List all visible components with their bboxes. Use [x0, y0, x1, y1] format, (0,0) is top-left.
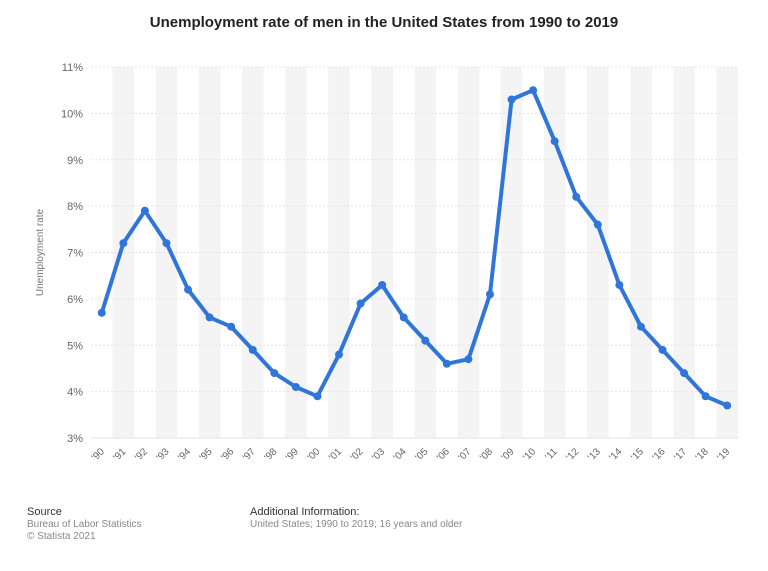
- data-point: [485, 290, 494, 299]
- data-point: [507, 95, 516, 104]
- column-band: [371, 67, 393, 438]
- y-tick-label: 3%: [67, 433, 83, 445]
- x-tick-label: '15: [629, 446, 646, 463]
- y-tick-label: 11%: [62, 62, 83, 74]
- copyright-text[interactable]: © Statista 2021: [27, 531, 96, 542]
- additional-info-text: United States; 1990 to 2019; 16 years an…: [250, 519, 463, 530]
- chart-title: Unemployment rate of men in the United S…: [149, 14, 619, 31]
- data-point: [550, 137, 559, 146]
- column-band: [155, 67, 178, 438]
- additional-info-heading: Additional Information:: [250, 506, 360, 518]
- y-tick-label: 4%: [67, 387, 83, 399]
- data-point: [421, 336, 430, 345]
- data-point: [701, 392, 710, 401]
- x-tick-label: '91: [111, 446, 128, 463]
- x-tick-label: '94: [176, 446, 193, 463]
- data-point: [593, 220, 602, 229]
- data-point: [162, 239, 171, 248]
- x-tick-label: '01: [327, 446, 344, 463]
- y-tick-label: 8%: [67, 201, 83, 213]
- x-tick-label: '13: [586, 446, 603, 463]
- x-tick-label: '18: [694, 446, 711, 463]
- data-point: [291, 382, 300, 391]
- data-point: [572, 192, 581, 201]
- data-point: [723, 401, 732, 410]
- x-tick-label: '97: [241, 446, 258, 463]
- series-line: [99, 88, 730, 408]
- data-point: [205, 313, 214, 322]
- x-tick-label: '99: [284, 446, 301, 463]
- x-tick-label: '06: [435, 446, 452, 463]
- x-tick-label: '95: [198, 446, 215, 463]
- data-point: [119, 239, 128, 248]
- x-tick-label: '93: [155, 446, 172, 463]
- data-point: [529, 86, 538, 95]
- source-text[interactable]: Bureau of Labor Statistics: [27, 519, 142, 530]
- source-heading: Source: [27, 506, 62, 518]
- data-point: [680, 369, 689, 378]
- x-tick-label: '11: [543, 446, 560, 463]
- y-axis-ticks: 3% 4% 5% 6% 7% 8% 9% 10% 11%: [61, 62, 83, 445]
- column-band: [198, 67, 221, 438]
- y-tick-label: 9%: [67, 155, 83, 167]
- x-tick-label: '17: [672, 446, 689, 463]
- y-axis-label: Unemployment rate: [35, 208, 46, 296]
- series-points: [97, 86, 732, 410]
- data-point: [378, 280, 387, 289]
- data-point: [140, 206, 149, 215]
- x-tick-label: '92: [133, 446, 150, 463]
- line-chart: 3% 4% 5% 6% 7% 8% 9% 10% 11% Unemployment rate '…: [35, 62, 738, 463]
- x-tick-label: '10: [521, 446, 538, 463]
- x-tick-label: '04: [392, 446, 409, 463]
- column-band: [587, 67, 609, 438]
- x-tick-label: '09: [500, 446, 517, 463]
- data-point: [636, 322, 645, 331]
- data-point: [335, 350, 344, 359]
- x-tick-label: '00: [306, 446, 323, 463]
- x-tick-label: '03: [370, 446, 387, 463]
- x-tick-label: '07: [457, 446, 474, 463]
- x-tick-label: '12: [564, 446, 581, 463]
- x-tick-label: '08: [478, 446, 495, 463]
- series-line-path: [99, 88, 730, 408]
- x-tick-label: '05: [413, 446, 430, 463]
- y-tick-label: 6%: [67, 294, 83, 306]
- y-tick-label: 5%: [67, 340, 83, 352]
- y-tick-label: 7%: [67, 248, 83, 260]
- footer-additional-info: Additional Information: United States; 1…: [250, 506, 462, 531]
- data-point: [184, 285, 193, 294]
- data-point: [97, 308, 106, 317]
- x-tick-label: '98: [262, 446, 279, 463]
- data-point: [615, 280, 624, 289]
- data-point: [356, 299, 365, 308]
- data-point: [442, 359, 451, 368]
- data-point: [270, 369, 279, 378]
- x-tick-label: '16: [651, 446, 668, 463]
- footer-source: Source Bureau of Labor Statistics © Stat…: [27, 506, 142, 543]
- data-point: [399, 313, 408, 322]
- x-tick-label: '19: [715, 446, 732, 463]
- data-point: [248, 345, 257, 354]
- x-tick-label: '02: [349, 446, 366, 463]
- gridlines: [91, 66, 738, 439]
- x-tick-label: '14: [608, 446, 625, 463]
- x-tick-label: '90: [90, 446, 107, 463]
- x-axis-ticks: '90'91'92'93'94'95'96'97'98'99'00'01'02 '…: [90, 446, 733, 463]
- data-point: [464, 355, 473, 364]
- y-tick-label: 10%: [61, 108, 83, 120]
- data-point: [658, 345, 667, 354]
- x-tick-label: '96: [219, 446, 236, 463]
- data-point: [313, 392, 322, 401]
- data-point: [227, 322, 236, 331]
